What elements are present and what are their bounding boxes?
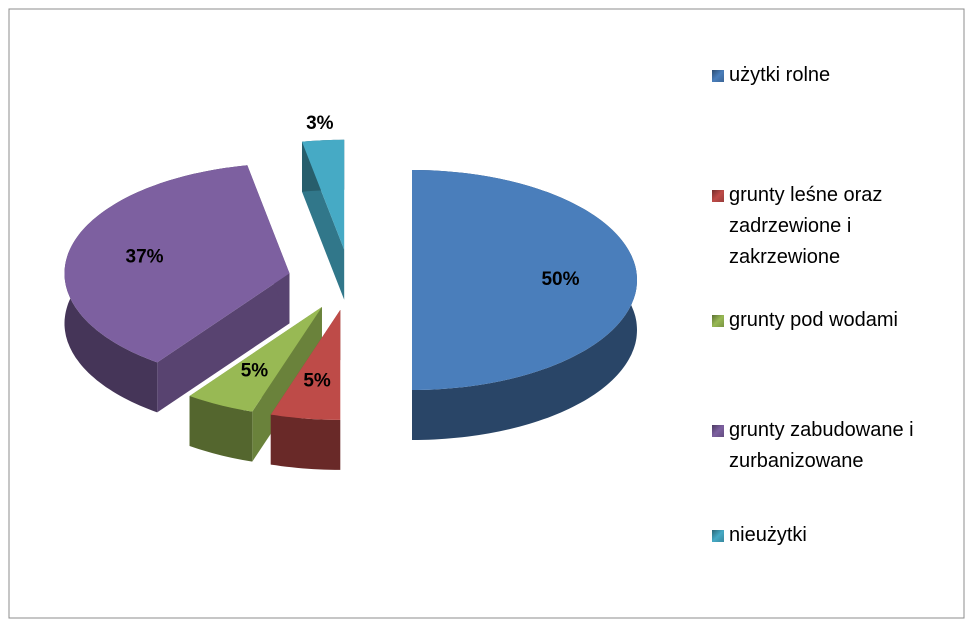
legend-label: grunty zabudowane i zurbanizowane (729, 419, 914, 472)
legend-label: grunty leśne oraz zadrzewione i zakrzewi… (729, 184, 883, 268)
slice (412, 170, 637, 390)
slice-wall (157, 273, 290, 413)
legend-item: użytki rolne (712, 60, 962, 91)
legend-marker (712, 315, 724, 327)
slice (270, 309, 341, 420)
legend-marker (712, 530, 724, 542)
slice (64, 165, 290, 363)
slice (302, 139, 345, 250)
data-label: 5% (303, 371, 331, 392)
legend-marker (712, 190, 724, 202)
legend-marker (712, 425, 724, 437)
slice-side (189, 396, 253, 462)
data-label: 5% (241, 361, 269, 382)
data-label: 37% (126, 247, 164, 268)
legend-item: grunty leśne oraz zadrzewione i zakrzewi… (712, 180, 962, 273)
data-label: 3% (306, 113, 334, 134)
slice-side (270, 414, 341, 470)
data-label: 50% (541, 269, 579, 290)
legend-item: nieużytki (712, 520, 962, 551)
legend-label: użytki rolne (729, 64, 831, 86)
legend-item: grunty pod wodami (712, 305, 962, 336)
legend-label: grunty pod wodami (729, 309, 898, 331)
slice (189, 307, 322, 412)
legend-marker (712, 70, 724, 82)
legend-item: grunty zabudowane i zurbanizowane (712, 415, 962, 477)
legend-label: nieużytki (729, 524, 807, 546)
